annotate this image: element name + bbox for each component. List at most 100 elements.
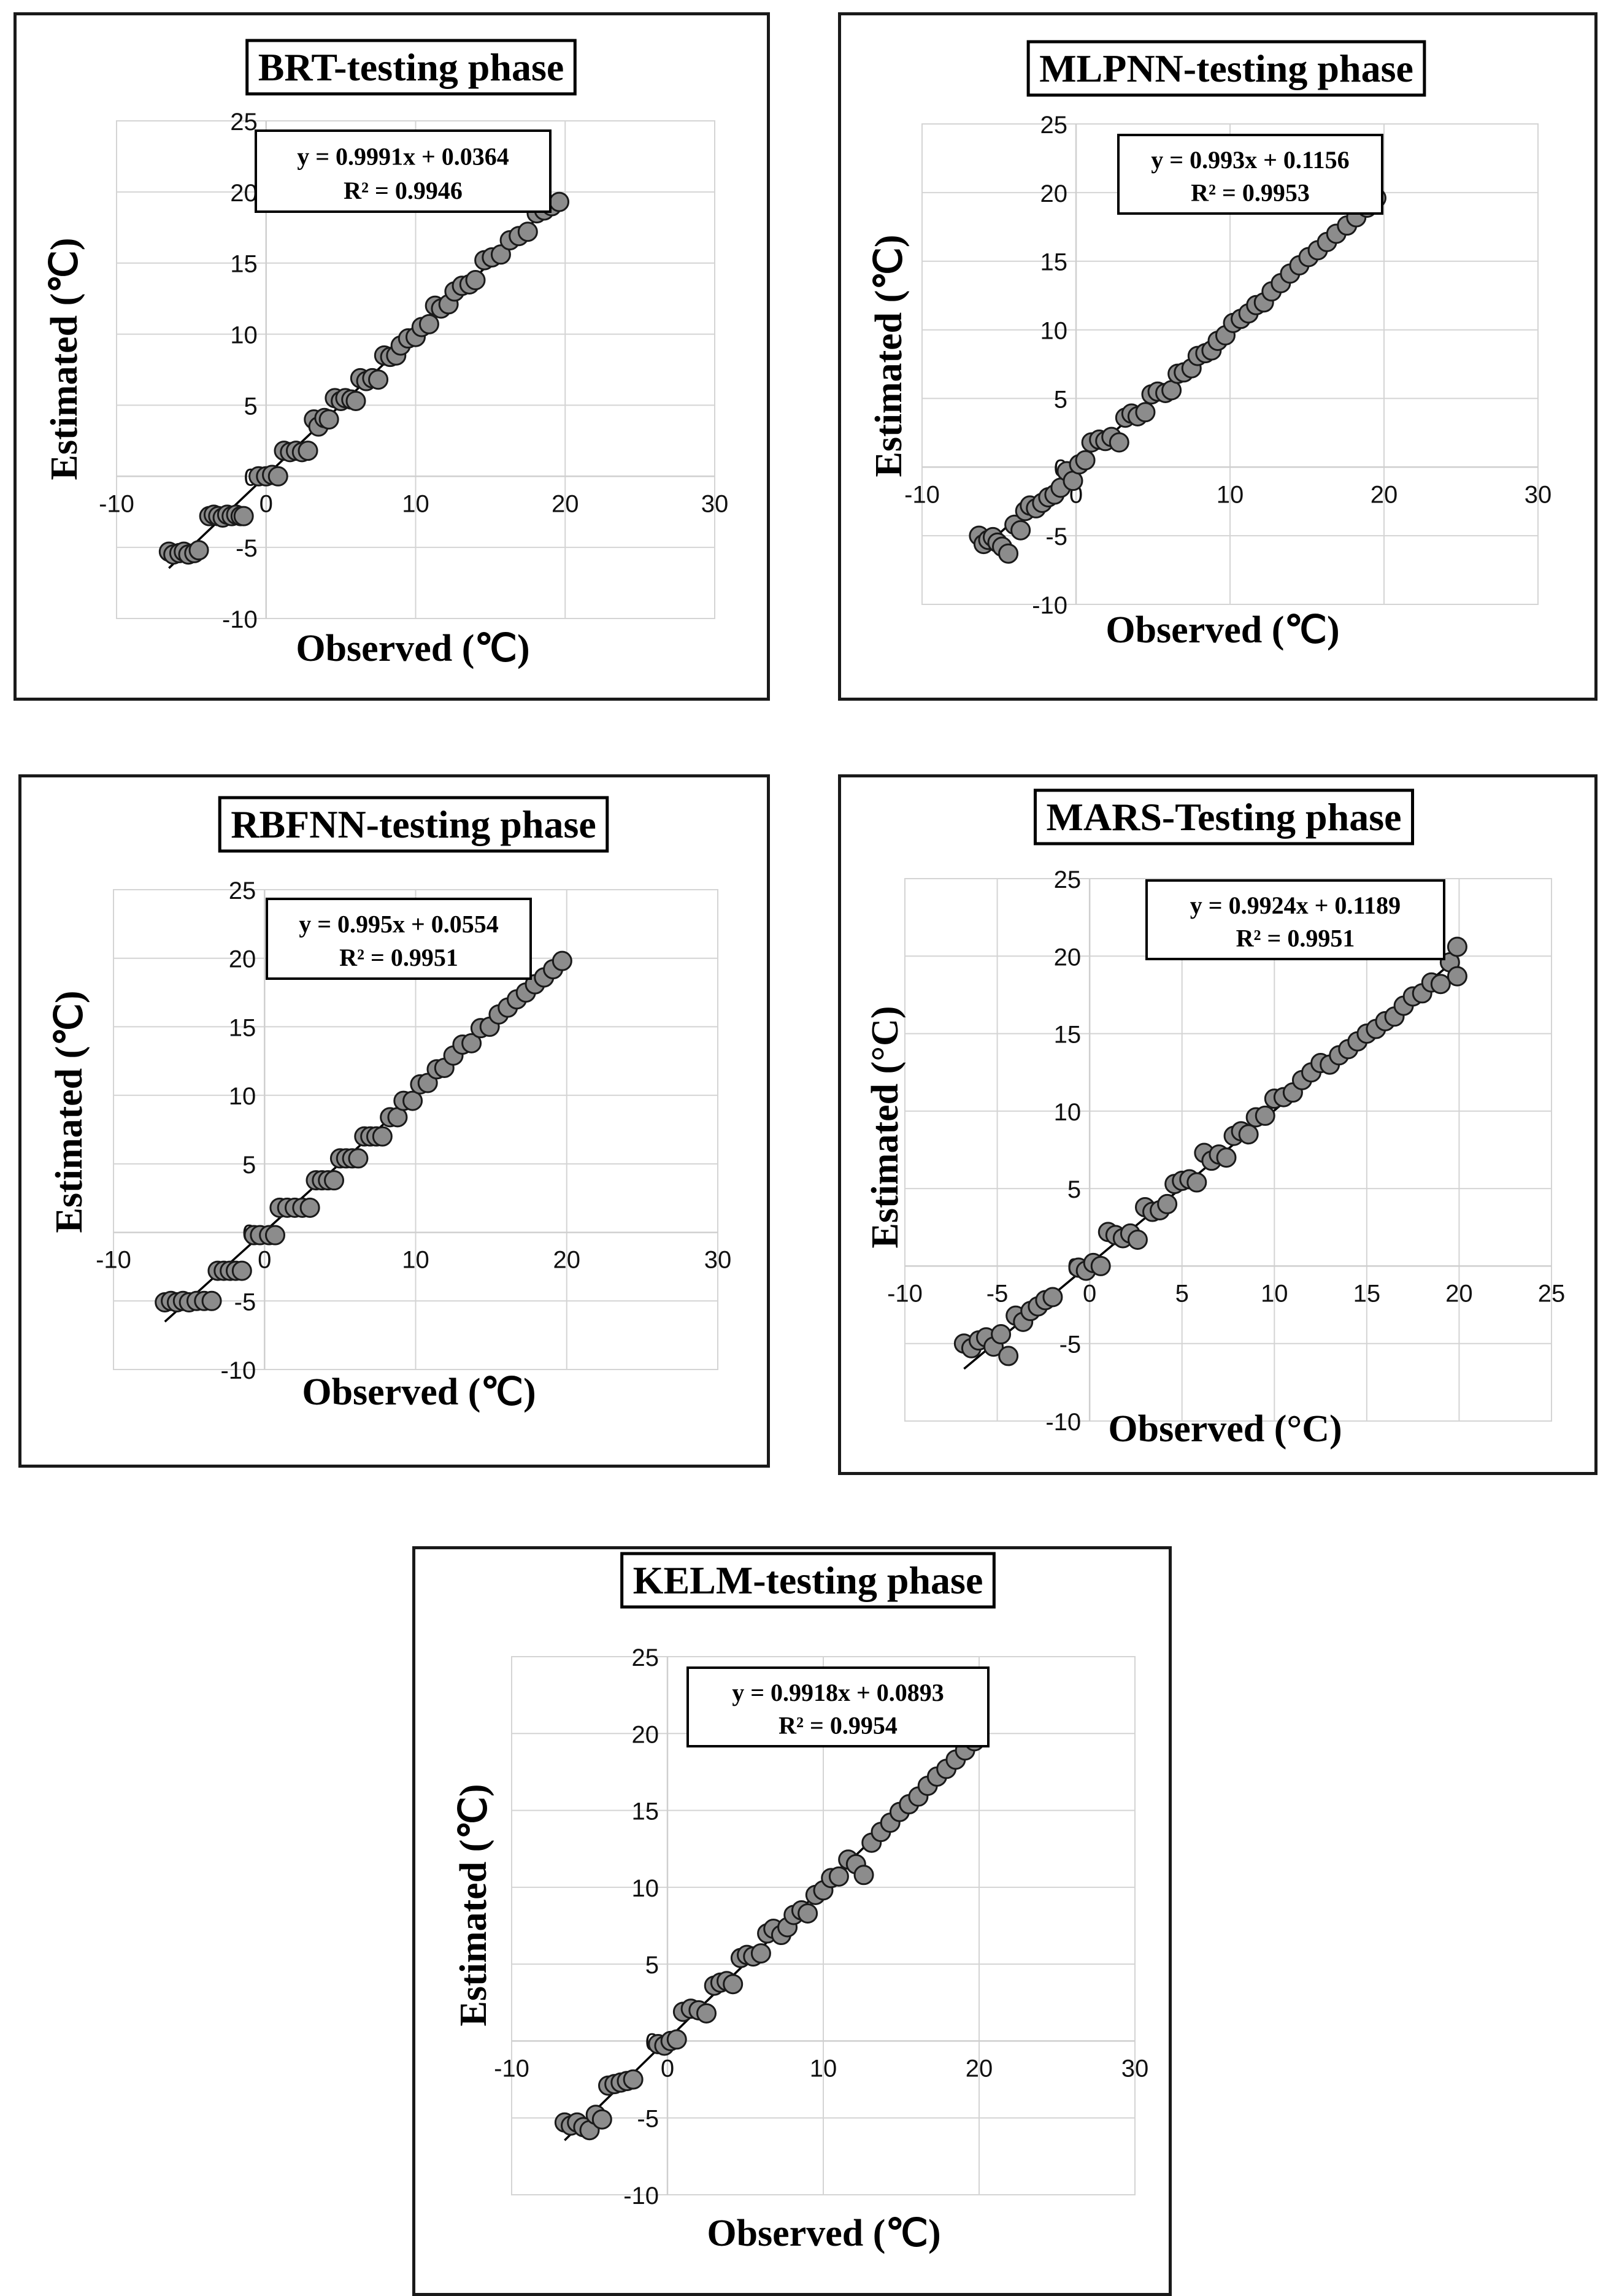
equation-box — [266, 898, 532, 980]
y-tick-label: 25 — [229, 877, 256, 904]
y-tick-label: -5 — [1045, 523, 1067, 550]
y-tick-label: -10 — [1032, 592, 1067, 619]
x-tick-label: 0 — [661, 2055, 674, 2082]
x-tick-label: 0 — [1083, 1280, 1096, 1307]
x-tick-label: -10 — [887, 1280, 923, 1307]
x-tick-label: 10 — [810, 2055, 837, 2082]
y-axis-label: Estimated (℃) — [44, 237, 85, 480]
data-point — [490, 244, 511, 265]
y-tick-label: 5 — [1054, 386, 1067, 413]
y-tick-label: 15 — [230, 251, 258, 278]
data-point — [345, 390, 366, 411]
chart-title: MARS-Testing phase — [1046, 795, 1401, 839]
data-point — [1430, 974, 1451, 995]
x-tick-label: 0 — [258, 1247, 271, 1274]
y-tick-label: -10 — [623, 2182, 659, 2209]
data-point — [372, 1126, 393, 1147]
y-tick-label: -10 — [220, 1357, 256, 1384]
data-point — [1109, 432, 1129, 453]
data-point — [267, 466, 288, 487]
data-point — [798, 1903, 818, 1924]
data-point — [418, 314, 439, 334]
x-tick-label: -10 — [96, 1247, 131, 1274]
r-squared: R² = 0.9953 — [1191, 179, 1310, 207]
r-squared: R² = 0.9954 — [779, 1712, 898, 1739]
x-tick-label: 20 — [966, 2055, 993, 2082]
data-point — [1127, 1229, 1148, 1250]
y-tick-label: 5 — [244, 393, 258, 420]
data-point — [233, 506, 254, 526]
y-axis-label: Estimated (℃) — [453, 1784, 494, 2026]
x-tick-label: -10 — [904, 481, 940, 508]
chart-title-box — [245, 39, 577, 96]
y-tick-label: 15 — [1040, 249, 1068, 276]
y-tick-label: 20 — [230, 180, 258, 207]
y-tick-label: 5 — [1067, 1176, 1081, 1203]
chart-title-box — [218, 796, 609, 853]
y-tick-label: 10 — [632, 1875, 659, 1902]
chart-title-box — [1026, 40, 1426, 97]
data-point — [1090, 1255, 1111, 1276]
r-squared: R² = 0.9951 — [1236, 925, 1355, 952]
data-point — [402, 1090, 423, 1111]
data-point — [1255, 1105, 1275, 1126]
y-tick-label: 20 — [1054, 944, 1082, 971]
data-point — [1216, 1147, 1237, 1168]
data-point — [591, 2109, 612, 2130]
y-tick-label: 20 — [1040, 180, 1068, 207]
data-point — [998, 1346, 1019, 1366]
y-axis-label: Estimated (℃) — [48, 990, 90, 1233]
y-tick-label: 25 — [632, 1644, 659, 1671]
y-tick-label: 20 — [229, 946, 256, 973]
y-axis-label: Estimated (℃) — [868, 234, 910, 477]
y-tick-label: 15 — [1054, 1022, 1082, 1049]
data-point — [1010, 520, 1031, 541]
chart-title-box — [620, 1552, 996, 1609]
y-tick-label: 10 — [229, 1083, 256, 1110]
x-tick-label: 5 — [1175, 1280, 1189, 1307]
data-point — [201, 1290, 222, 1311]
data-point — [750, 1943, 771, 1964]
y-tick-label: 15 — [229, 1014, 256, 1041]
x-axis-label: Observed (℃) — [296, 628, 529, 669]
y-tick-label: 25 — [1054, 866, 1082, 893]
data-point — [1447, 936, 1467, 957]
y-tick-label: 25 — [1040, 112, 1068, 139]
x-tick-label: 15 — [1353, 1280, 1381, 1307]
y-tick-label: 5 — [242, 1152, 256, 1179]
data-point — [298, 441, 318, 461]
x-axis-label: Observed (℃) — [1105, 609, 1339, 651]
data-point — [1186, 1172, 1207, 1193]
data-point — [991, 1324, 1012, 1345]
data-point — [1238, 1124, 1259, 1145]
plot-area — [904, 878, 1552, 1422]
data-point — [348, 1148, 369, 1169]
data-point — [666, 2029, 687, 2050]
equation-box — [686, 1666, 990, 1747]
x-tick-label: 10 — [1261, 1280, 1288, 1307]
data-point — [461, 1033, 482, 1054]
data-point — [1075, 450, 1096, 471]
y-tick-label: -5 — [236, 535, 258, 562]
data-point — [623, 2069, 644, 2090]
equation-box — [1117, 134, 1383, 215]
chart-title: KELM-testing phase — [633, 1558, 983, 1602]
y-axis-label: Estimated (°C) — [864, 1006, 906, 1248]
y-tick-label: 10 — [230, 322, 258, 349]
r-squared: R² = 0.9951 — [339, 944, 458, 971]
data-point — [368, 369, 389, 390]
data-point — [1157, 1193, 1178, 1214]
y-tick-label: 5 — [645, 1952, 659, 1979]
x-tick-label: 20 — [1445, 1280, 1473, 1307]
data-point — [188, 540, 209, 561]
x-tick-label: 10 — [402, 1247, 429, 1274]
x-tick-label: 30 — [701, 490, 729, 517]
data-point — [1042, 1287, 1063, 1308]
regression-equation: y = 0.9918x + 0.0893 — [732, 1679, 944, 1706]
data-point — [318, 409, 339, 430]
